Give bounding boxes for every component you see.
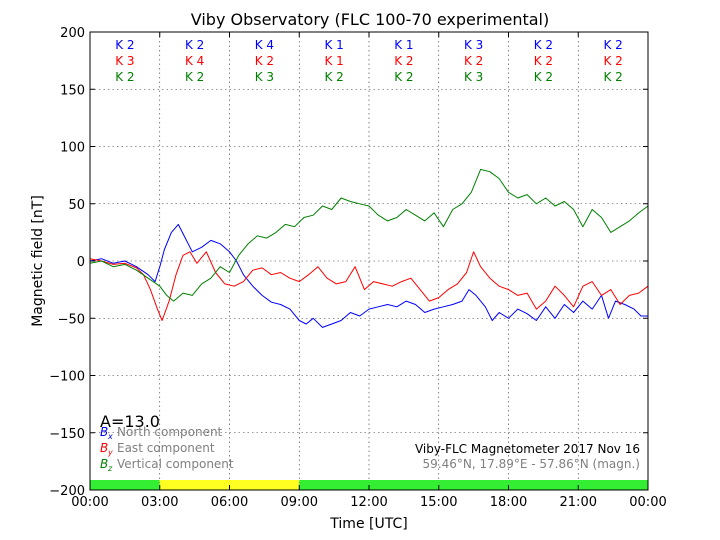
time-bar-segment: [90, 480, 160, 490]
k-index-value: K 2: [185, 70, 204, 84]
legend-symbol: B: [100, 441, 108, 455]
k-index-value: K 2: [185, 38, 204, 52]
k-index-value: K 3: [464, 38, 483, 52]
y-tick-label: 0: [77, 255, 85, 270]
y-tick-label: −100: [49, 370, 85, 385]
x-tick-label: 21:00: [560, 495, 597, 510]
x-axis-label: Time [UTC]: [329, 516, 407, 532]
info-line-2: 59.46°N, 17.89°E - 57.86°N (magn.): [423, 457, 640, 471]
y-axis-label: Magnetic field [nT]: [30, 195, 46, 327]
x-tick-label: 03:00: [141, 495, 178, 510]
axes: 00:00 03:00 06:00 09:00 12:00 15:00 18:00 21:00…: [49, 26, 666, 510]
k-index-value: K 1: [324, 54, 343, 68]
k-index-value: K 2: [324, 70, 343, 84]
k-index-value: K 2: [115, 70, 134, 84]
y-tick-label: 50: [68, 198, 85, 213]
legend-subscript: z: [107, 464, 113, 473]
k-index-value: K 2: [115, 38, 134, 52]
x-tick-label: 15:00: [420, 495, 457, 510]
k-index-value: K 2: [394, 54, 413, 68]
x-tick-label: 06:00: [211, 495, 248, 510]
a-index-label: A=13.0: [100, 412, 160, 431]
k-index-value: K 2: [534, 54, 553, 68]
k-index-value: K 2: [603, 38, 622, 52]
legend-label: East component: [117, 441, 215, 455]
x-tick-label: 18:00: [490, 495, 527, 510]
legend-subscript: x: [107, 432, 113, 441]
k-index-value: K 2: [603, 70, 622, 84]
legend-label: Vertical component: [117, 457, 234, 471]
legend-label: North component: [117, 425, 223, 439]
info-line-1: Viby-FLC Magnetometer 2017 Nov 16: [415, 442, 640, 456]
y-tick-label: 200: [60, 26, 85, 41]
k-index-value: K 3: [255, 70, 274, 84]
y-tick-label: −200: [49, 484, 85, 499]
k-index-value: K 2: [534, 70, 553, 84]
k-index-value: K 3: [464, 70, 483, 84]
k-index-value: K 2: [255, 54, 274, 68]
k-index-value: K 1: [394, 38, 413, 52]
y-tick-label: −50: [58, 312, 85, 327]
k-index-value: K 4: [255, 38, 274, 52]
k-index-table: K 2 K 2 K 4 K 1 K 1 K 3 K 2 K 2 K 3 K 4 K 2 K 1 K 2 K…: [115, 38, 623, 84]
k-index-value: K 2: [603, 54, 622, 68]
k-index-value: K 2: [464, 54, 483, 68]
x-tick-label: 00:00: [629, 495, 666, 510]
k-index-value: K 3: [115, 54, 134, 68]
x-tick-label: 09:00: [281, 495, 318, 510]
time-bar-segment: [299, 480, 648, 490]
k-index-value: K 4: [185, 54, 204, 68]
legend-subscript: y: [107, 448, 113, 457]
y-tick-label: 100: [60, 141, 85, 156]
y-tick-label: 150: [60, 83, 85, 98]
k-index-value: K 2: [394, 70, 413, 84]
x-tick-label: 12:00: [350, 495, 387, 510]
station-info: Viby-FLC Magnetometer 2017 Nov 16 59.46°…: [415, 442, 640, 471]
series-line-z: [89, 168, 649, 302]
y-tick-label: −150: [49, 427, 85, 442]
x-tick-label: 00:00: [71, 495, 108, 510]
series-line-y: [89, 251, 649, 321]
series-line-x: [89, 223, 648, 328]
series-lines: [89, 168, 649, 328]
k-index-value: K 1: [324, 38, 343, 52]
legend-symbol: B: [100, 457, 108, 471]
chart-title: Viby Observatory (FLC 100-70 experimenta…: [191, 10, 550, 29]
legend-symbol: B: [100, 425, 108, 439]
k-index-value: K 2: [534, 38, 553, 52]
